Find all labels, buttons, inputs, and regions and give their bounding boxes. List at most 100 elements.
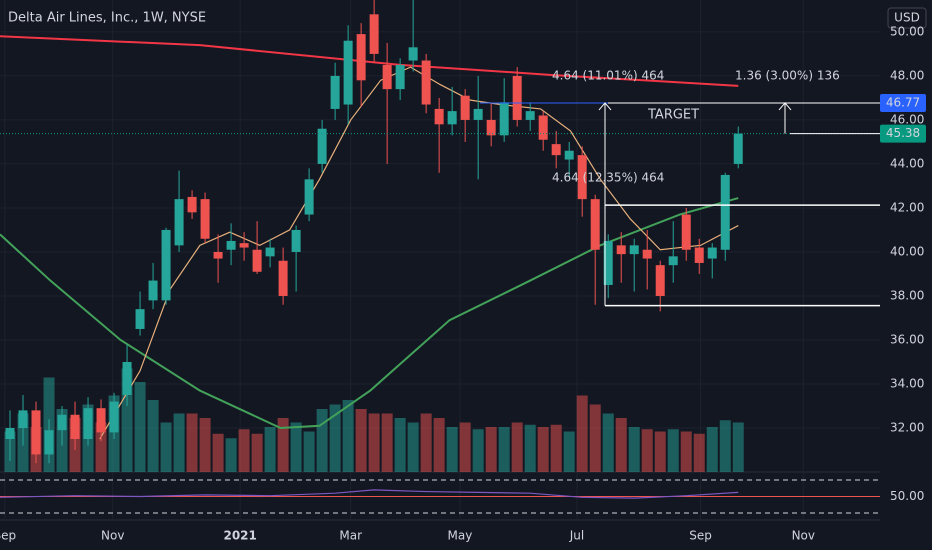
candle-body <box>70 414 80 439</box>
x-tick-label: Mar <box>339 529 362 543</box>
volume-bar <box>446 427 458 472</box>
candle-body <box>655 265 665 296</box>
currency-box <box>887 7 927 29</box>
volume-bar <box>134 382 146 472</box>
candle-body <box>187 196 197 213</box>
rsi-line <box>0 489 739 499</box>
candle-body <box>382 64 392 90</box>
candle-body <box>174 199 184 246</box>
candle-body <box>577 155 587 200</box>
last-price-label: 45.38 <box>886 126 920 140</box>
volume-bar <box>472 429 484 472</box>
volume-bar <box>186 413 198 472</box>
candle-body <box>304 179 314 215</box>
candle-body <box>343 40 353 105</box>
volume-bar <box>264 427 276 472</box>
arrow-head <box>778 102 792 111</box>
candle-layer <box>5 0 743 464</box>
candle-body <box>707 247 717 259</box>
volume-bar <box>290 422 302 472</box>
volume-bar <box>667 429 679 472</box>
candle-body <box>603 240 613 285</box>
volume-bar <box>368 413 380 472</box>
candle-body <box>629 245 639 255</box>
candle-body <box>135 309 145 329</box>
volume-bar <box>394 418 406 472</box>
volume-bar <box>251 433 263 472</box>
volume-bar <box>498 427 510 472</box>
volume-bar <box>342 400 354 472</box>
annotation: 1.36 (3.00%) 136 <box>735 69 840 83</box>
volume-bar <box>238 429 250 472</box>
candle-body <box>356 34 366 81</box>
volume-bar <box>654 431 666 472</box>
volume-bar <box>355 409 367 472</box>
arrow-head <box>598 102 612 111</box>
candle-body <box>252 249 262 272</box>
candle-body <box>213 251 223 259</box>
candle-body <box>226 240 236 250</box>
volume-bar <box>433 418 445 472</box>
candle-body <box>200 199 210 239</box>
candle-body <box>278 260 288 296</box>
candle-body <box>317 128 327 164</box>
candle-body <box>83 408 93 439</box>
y-tick-label: 50.00 <box>890 24 924 38</box>
y-tick-label: 40.00 <box>890 244 924 258</box>
volume-bar <box>277 418 289 472</box>
candle-body <box>18 410 28 428</box>
candle-body <box>499 102 509 136</box>
candle-body <box>291 229 301 252</box>
volume-bar <box>329 404 341 472</box>
y-tick-label: 46.00 <box>890 112 924 126</box>
y-tick-label: 32.00 <box>890 420 924 434</box>
candle-body <box>408 47 418 61</box>
volume-bar <box>511 422 523 472</box>
chart-title: Delta Air Lines, Inc., 1W, NYSE <box>8 11 206 26</box>
y-tick-label: 34.00 <box>890 376 924 390</box>
candle-body <box>590 199 600 250</box>
volume-bar <box>173 413 185 472</box>
candle-body <box>473 108 483 120</box>
candle-body <box>44 430 54 455</box>
volume-bar <box>407 422 419 472</box>
volume-bar <box>680 431 692 472</box>
currency: USD <box>894 11 920 25</box>
x-tick-label: Sep <box>0 529 16 543</box>
x-tick-label: Nov <box>101 529 124 543</box>
volume-bar <box>316 409 328 472</box>
candle-body <box>161 229 171 301</box>
candle-body <box>720 174 730 250</box>
y-tick-label: 48.00 <box>890 68 924 82</box>
candle-body <box>330 75 340 109</box>
x-tick-label: May <box>448 529 473 543</box>
y-tick-label: 42.00 <box>890 200 924 214</box>
volume-bar <box>420 413 432 472</box>
candle-body <box>512 75 522 120</box>
volume-bar <box>641 429 653 472</box>
volume-bar <box>563 431 575 472</box>
annotation: 4.64 (11.01%) 464 <box>552 69 664 83</box>
candle-body <box>668 256 678 266</box>
moving-average <box>0 197 739 430</box>
x-tick-label: Sep <box>689 529 712 543</box>
volume-bar <box>225 438 237 472</box>
rsi-tick-label: 50.00 <box>890 489 924 503</box>
volume-bar <box>459 422 471 472</box>
x-tick-label: 2021 <box>223 529 256 543</box>
volume-bar <box>732 422 744 472</box>
target-label: TARGET <box>647 107 699 122</box>
candle-body <box>616 245 626 255</box>
volume-bar <box>576 395 588 472</box>
candle-body <box>265 247 275 257</box>
volume-bar <box>485 427 497 472</box>
volume-bar <box>381 413 393 472</box>
candle-body <box>434 108 444 125</box>
x-tick-label: Nov <box>792 529 815 543</box>
volume-bar <box>147 400 159 472</box>
candle-body <box>460 95 470 120</box>
candle-body <box>96 408 106 433</box>
volume-bar <box>524 424 536 472</box>
candle-body <box>681 214 691 250</box>
